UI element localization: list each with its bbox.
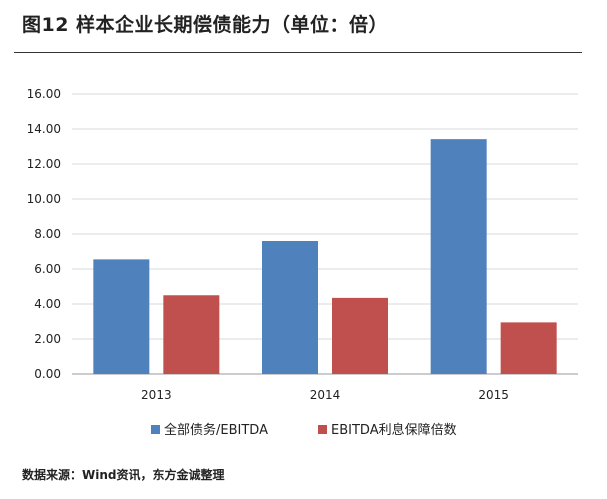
legend-label: 全部债务/EBITDA [164, 422, 268, 438]
y-tick-label: 2.00 [34, 332, 61, 346]
y-tick-label: 16.00 [27, 87, 61, 101]
bar [262, 241, 318, 374]
legend-swatch [318, 425, 327, 434]
bar [430, 139, 487, 374]
bar [500, 322, 557, 374]
bars [93, 139, 557, 374]
bar [93, 259, 150, 374]
y-axis-ticks: 0.00 2.00 4.00 6.00 8.00 10.00 12.00 14.00 16.00 [27, 87, 61, 381]
x-tick-label: 2015 [478, 388, 509, 402]
x-tick-label: 2014 [310, 388, 341, 402]
y-tick-label: 10.00 [27, 192, 61, 206]
gridlines [72, 93, 578, 375]
source-note: 数据来源：Wind资讯，东方金诚整理 [22, 468, 225, 482]
y-tick-label: 0.00 [34, 367, 61, 381]
legend: 全部债务/EBITDA EBITDA利息保障倍数 [151, 422, 457, 438]
bar [332, 297, 388, 374]
y-tick-label: 14.00 [27, 122, 61, 136]
y-tick-label: 4.00 [34, 297, 61, 311]
legend-label: EBITDA利息保障倍数 [331, 422, 457, 438]
title-divider [14, 52, 582, 53]
legend-swatch [151, 425, 160, 434]
y-tick-label: 8.00 [34, 227, 61, 241]
y-tick-label: 6.00 [34, 262, 61, 276]
x-axis-ticks: 2013 2014 2015 [141, 388, 509, 402]
x-tick-label: 2013 [141, 388, 172, 402]
chart-title: 图12 样本企业长期偿债能力（单位：倍） [22, 14, 389, 36]
y-tick-label: 12.00 [27, 157, 61, 171]
bar [163, 295, 220, 374]
